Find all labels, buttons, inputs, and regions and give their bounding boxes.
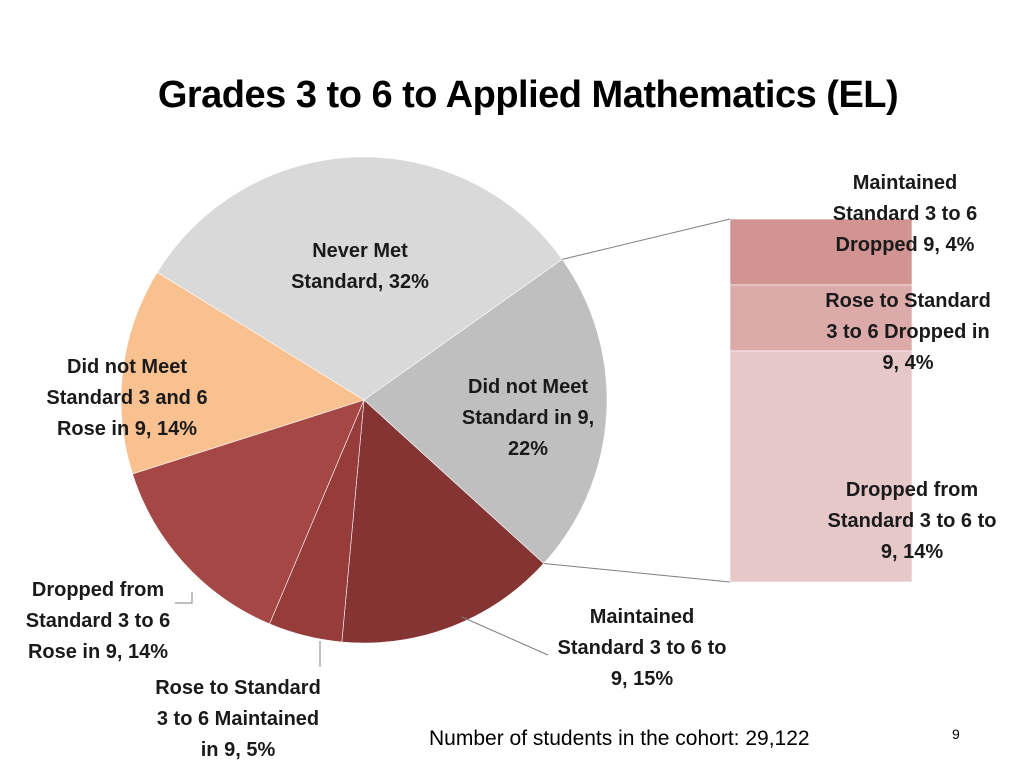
bar-segment-maintained-standard-3-to-6-dropped-9 xyxy=(729,218,913,286)
pie-label-dropped-from-standard-3-to-6-rose-in-9: Dropped from Standard 3 to 6 Rose in 9, 14… xyxy=(26,579,170,663)
pie-label-maintained-standard-3-to-6-to-9: Maintained Standard 3 to 6 to 9, 15% xyxy=(558,606,727,690)
pie-slice-never-met-standard xyxy=(156,156,563,401)
connector-line-top xyxy=(562,218,731,260)
leader-line-dropped-from-standard-3-to-6-rose-in-9 xyxy=(175,592,193,604)
pie-slice-dropped-from-standard-3-to-6-rose-in-9 xyxy=(132,399,365,625)
cohort-size-note: Number of students in the cohort: 29,122 xyxy=(429,727,810,750)
pie-slice-did-not-meet-standard-3-and-6-rose-in-9 xyxy=(120,271,365,475)
connector-lines xyxy=(543,218,731,583)
bar-label-dropped-from-standard-3-to-6-to-9: Dropped from Standard 3 to 6 to 9, 14% xyxy=(828,479,997,563)
connector-line-bottom xyxy=(543,563,731,583)
leader-line-maintained-standard-3-to-6-to-9 xyxy=(461,616,549,656)
pie-slices xyxy=(120,156,608,644)
pie-label-did-not-meet-standard-in-9: Did not Meet Standard in 9, 22% xyxy=(462,376,594,460)
bar-label-maintained-standard-3-to-6-dropped-9: Maintained Standard 3 to 6 Dropped 9, 4% xyxy=(833,172,977,256)
bar-segment-dropped-from-standard-3-to-6-to-9 xyxy=(729,350,913,583)
page-number: 9 xyxy=(952,726,960,742)
pie-slice-did-not-meet-standard-in-9 xyxy=(363,258,608,564)
data-labels: Never Met Standard, 32% Did not Meet Standa… xyxy=(26,172,997,761)
pie-label-never-met-standard: Never Met Standard, 32% xyxy=(291,240,429,293)
bar-label-rose-to-standard-3-to-6-dropped-in-9: Rose to Standard 3 to 6 Dropped in 9, 4% xyxy=(825,290,991,374)
pie-label-rose-to-standard-3-to-6-maintained-in-9: Rose to Standard 3 to 6 Maintained in 9, 5… xyxy=(155,677,321,761)
pie-label-did-not-meet-standard-3-and-6-rose-in-9: Did not Meet Standard 3 and 6 Rose in 9, 1… xyxy=(46,356,207,440)
pie-slice-maintained-standard-3-to-6-to-9 xyxy=(341,399,545,644)
bar-segments xyxy=(729,218,913,583)
chart-title: Grades 3 to 6 to Applied Mathematics (EL… xyxy=(157,74,899,116)
